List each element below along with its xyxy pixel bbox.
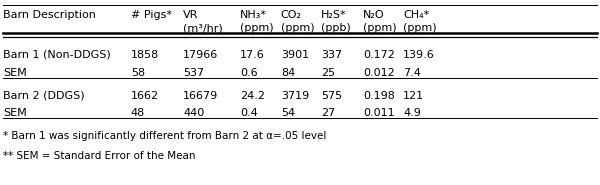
- Text: * Barn 1 was significantly different from Barn 2 at α=.05 level: * Barn 1 was significantly different fro…: [3, 131, 326, 141]
- Text: (ppm): (ppm): [281, 23, 314, 33]
- Text: 58: 58: [131, 68, 145, 78]
- Text: 16679: 16679: [183, 91, 218, 101]
- Text: 0.4: 0.4: [240, 108, 258, 118]
- Text: 121: 121: [403, 91, 424, 101]
- Text: # Pigs*: # Pigs*: [131, 10, 172, 20]
- Text: CH₄*: CH₄*: [403, 10, 430, 20]
- Text: 0.012: 0.012: [363, 68, 395, 78]
- Text: 27: 27: [321, 108, 335, 118]
- Text: NH₃*: NH₃*: [240, 10, 267, 20]
- Text: 1662: 1662: [131, 91, 159, 101]
- Text: N₂O: N₂O: [363, 10, 385, 20]
- Text: 0.198: 0.198: [363, 91, 395, 101]
- Text: 3719: 3719: [281, 91, 309, 101]
- Text: CO₂: CO₂: [281, 10, 302, 20]
- Text: (ppb): (ppb): [321, 23, 351, 33]
- Text: 0.172: 0.172: [363, 50, 395, 60]
- Text: 17966: 17966: [183, 50, 218, 60]
- Text: (m³/hr): (m³/hr): [183, 23, 223, 33]
- Text: (ppm): (ppm): [240, 23, 274, 33]
- Text: 1858: 1858: [131, 50, 159, 60]
- Text: 440: 440: [183, 108, 204, 118]
- Text: 4.9: 4.9: [403, 108, 421, 118]
- Text: 3901: 3901: [281, 50, 309, 60]
- Text: 7.4: 7.4: [403, 68, 421, 78]
- Text: H₂S*: H₂S*: [321, 10, 347, 20]
- Text: ** SEM = Standard Error of the Mean: ** SEM = Standard Error of the Mean: [3, 151, 196, 161]
- Text: VR: VR: [183, 10, 199, 20]
- Text: 24.2: 24.2: [240, 91, 265, 101]
- Text: Barn 1 (Non-DDGS): Barn 1 (Non-DDGS): [3, 50, 111, 60]
- Text: (ppm): (ppm): [363, 23, 397, 33]
- Text: 84: 84: [281, 68, 295, 78]
- Text: Barn 2 (DDGS): Barn 2 (DDGS): [3, 91, 85, 101]
- Text: SEM: SEM: [3, 108, 27, 118]
- Text: 0.011: 0.011: [363, 108, 395, 118]
- Text: 537: 537: [183, 68, 204, 78]
- Text: 48: 48: [131, 108, 145, 118]
- Text: 0.6: 0.6: [240, 68, 257, 78]
- Text: 17.6: 17.6: [240, 50, 265, 60]
- Text: 139.6: 139.6: [403, 50, 435, 60]
- Text: Barn Description: Barn Description: [3, 10, 96, 20]
- Text: 54: 54: [281, 108, 295, 118]
- Text: 575: 575: [321, 91, 342, 101]
- Text: (ppm): (ppm): [403, 23, 437, 33]
- Text: 337: 337: [321, 50, 342, 60]
- Text: SEM: SEM: [3, 68, 27, 78]
- Text: 25: 25: [321, 68, 335, 78]
